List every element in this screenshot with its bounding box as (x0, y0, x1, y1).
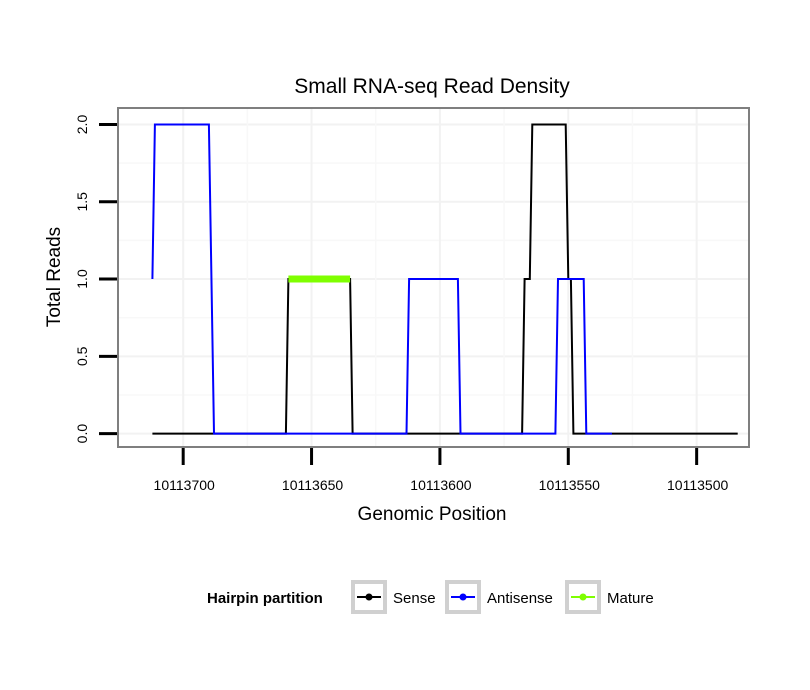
legend-item-antisense: Antisense (445, 580, 553, 614)
y-axis: 0.0 0.5 1.0 1.5 2.0 (74, 115, 117, 444)
y-tick-label-1: 0.5 (74, 346, 90, 366)
legend-key-point (365, 593, 373, 601)
legend-label: Mature (607, 590, 654, 607)
legend-key-point (579, 593, 587, 601)
x-axis-title: Genomic Position (358, 504, 507, 525)
x-tick-label-2: 10113600 (410, 477, 471, 493)
y-tick-label-3: 1.5 (74, 192, 90, 212)
legend: Hairpin partition Sense Antisense Mature (207, 580, 654, 614)
x-tick-label-1: 10113650 (282, 477, 343, 493)
legend-label: Antisense (487, 590, 553, 607)
x-tick-label-3: 10113550 (539, 477, 600, 493)
y-tick-label-4: 2.0 (74, 115, 90, 135)
legend-title: Hairpin partition (207, 590, 323, 607)
y-axis-title: Total Reads (44, 227, 65, 327)
legend-label: Sense (393, 590, 436, 607)
chart-title: Small RNA-seq Read Density (294, 75, 570, 98)
series-lines (151, 123, 738, 435)
legend-item-mature: Mature (565, 580, 654, 614)
plot-panel (117, 107, 750, 448)
series-line-antisense (151, 123, 612, 435)
legend-item-sense: Sense (351, 580, 436, 614)
x-tick-label-4: 10113500 (667, 477, 728, 493)
x-axis: 10113700 10113650 10113600 10113550 10113500 (154, 448, 728, 493)
y-tick-label-0: 0.0 (74, 424, 90, 444)
legend-key-point (459, 593, 467, 601)
x-tick-label-0: 10113700 (154, 477, 215, 493)
y-tick-label-2: 1.0 (74, 269, 90, 289)
